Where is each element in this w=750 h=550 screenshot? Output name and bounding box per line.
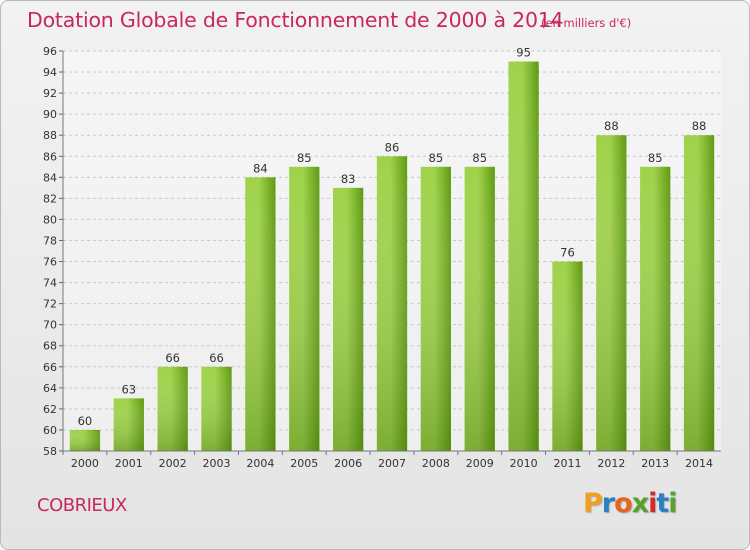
bar-shade bbox=[683, 135, 715, 452]
x-tick-label: 2006 bbox=[334, 457, 362, 470]
commune-name: COBRIEUX bbox=[37, 495, 127, 516]
y-tick-label: 78 bbox=[43, 234, 57, 247]
data-label: 76 bbox=[560, 246, 575, 260]
bar-shade bbox=[245, 177, 276, 451]
data-label: 95 bbox=[516, 46, 531, 60]
y-tick-label: 64 bbox=[43, 382, 57, 395]
x-tick-label: 2000 bbox=[71, 457, 99, 470]
x-tick-label: 2003 bbox=[203, 457, 231, 470]
y-tick-label: 68 bbox=[43, 340, 57, 353]
y-tick-label: 60 bbox=[43, 424, 57, 437]
data-label: 85 bbox=[297, 151, 312, 165]
y-tick-label: 88 bbox=[43, 129, 57, 142]
bar-shade bbox=[640, 166, 671, 451]
bar-shade bbox=[376, 156, 408, 451]
data-label: 85 bbox=[472, 151, 487, 165]
x-tick-label: 2007 bbox=[378, 457, 406, 470]
y-tick-label: 76 bbox=[43, 256, 57, 269]
x-tick-label: 2001 bbox=[115, 457, 143, 470]
data-label: 88 bbox=[692, 119, 707, 133]
data-label: 85 bbox=[648, 151, 663, 165]
x-tick-label: 2005 bbox=[290, 457, 318, 470]
bar-shade bbox=[69, 429, 101, 451]
proxiti-logo[interactable]: Proxiti bbox=[583, 488, 678, 519]
y-tick-label: 70 bbox=[43, 319, 57, 332]
x-tick-label: 2014 bbox=[685, 457, 713, 470]
y-tick-label: 86 bbox=[43, 150, 57, 163]
bar-shade bbox=[201, 366, 232, 451]
data-label: 88 bbox=[604, 119, 619, 133]
y-tick-label: 80 bbox=[43, 213, 57, 226]
logo-letter: P bbox=[583, 488, 603, 519]
logo-letter: i bbox=[668, 488, 677, 519]
bar-shade bbox=[157, 366, 188, 451]
x-tick-label: 2010 bbox=[510, 457, 538, 470]
y-tick-label: 62 bbox=[43, 403, 57, 416]
bar-shade bbox=[420, 166, 452, 451]
bar-shade bbox=[508, 61, 539, 452]
data-label: 86 bbox=[385, 140, 400, 154]
logo-letter: i bbox=[648, 488, 657, 519]
y-tick-label: 74 bbox=[43, 277, 57, 290]
bar-shade bbox=[113, 398, 144, 451]
x-tick-label: 2008 bbox=[422, 457, 450, 470]
y-tick-label: 94 bbox=[43, 66, 57, 79]
y-tick-label: 92 bbox=[43, 87, 57, 100]
bar-shade bbox=[552, 261, 583, 451]
data-label: 60 bbox=[78, 414, 93, 428]
y-tick-label: 96 bbox=[43, 45, 57, 58]
x-tick-label: 2012 bbox=[597, 457, 625, 470]
y-tick-label: 84 bbox=[43, 171, 57, 184]
bar-shade bbox=[596, 135, 627, 452]
data-label: 84 bbox=[253, 161, 268, 175]
data-label: 66 bbox=[165, 351, 180, 365]
bar-shade bbox=[289, 166, 320, 451]
y-tick-label: 90 bbox=[43, 108, 57, 121]
x-tick-label: 2002 bbox=[159, 457, 187, 470]
logo-letter: r bbox=[601, 488, 615, 519]
bar-shade bbox=[464, 166, 495, 451]
data-label: 83 bbox=[341, 172, 356, 186]
x-tick-label: 2013 bbox=[641, 457, 669, 470]
y-tick-label: 82 bbox=[43, 192, 57, 205]
y-tick-label: 66 bbox=[43, 361, 57, 374]
chart-subtitle: (en milliers d'€) bbox=[541, 16, 632, 30]
data-label: 85 bbox=[429, 151, 444, 165]
y-tick-label: 72 bbox=[43, 298, 57, 311]
data-label: 63 bbox=[121, 382, 136, 396]
logo-letter: t bbox=[656, 488, 669, 519]
x-tick-label: 2009 bbox=[466, 457, 494, 470]
x-tick-label: 2011 bbox=[553, 457, 581, 470]
y-tick-label: 58 bbox=[43, 445, 57, 458]
logo-letter: o bbox=[614, 488, 633, 519]
x-tick-label: 2004 bbox=[246, 457, 274, 470]
bar-shade bbox=[332, 187, 364, 451]
data-label: 66 bbox=[209, 351, 224, 365]
chart-title: Dotation Globale de Fonctionnement de 20… bbox=[27, 8, 564, 32]
logo-letter: x bbox=[631, 488, 649, 519]
